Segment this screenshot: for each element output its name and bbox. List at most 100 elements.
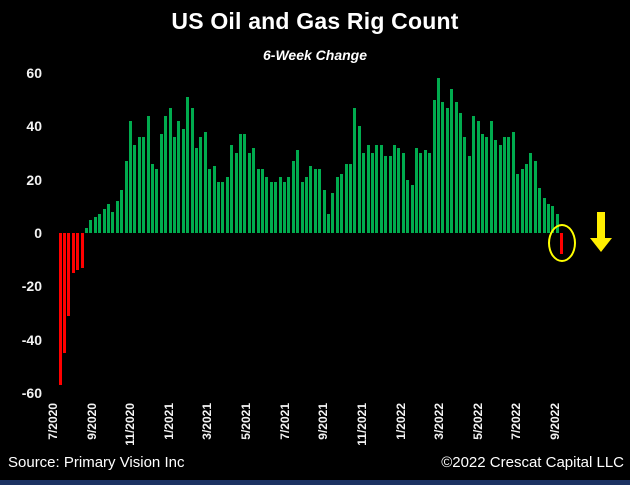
bar-positive	[225, 177, 229, 233]
bar-negative	[62, 233, 66, 353]
bar-positive	[379, 145, 383, 233]
down-arrow-head	[590, 238, 612, 252]
bar-positive	[89, 219, 93, 233]
bar-positive	[326, 214, 330, 233]
bar-positive	[102, 209, 106, 233]
bar-positive	[502, 137, 506, 233]
bar-positive	[124, 161, 128, 233]
bar-positive	[128, 121, 132, 233]
bar-positive	[243, 134, 247, 233]
bar-positive	[388, 155, 392, 233]
bar-positive	[278, 177, 282, 233]
bar-positive	[546, 203, 550, 233]
down-arrow-icon	[590, 212, 612, 252]
y-axis-tick-label: -60	[21, 384, 42, 401]
chart-subtitle: 6-Week Change	[263, 47, 367, 63]
bar-positive	[375, 145, 379, 233]
x-axis-tick-label: 7/2021	[277, 403, 292, 440]
bar-positive	[340, 174, 344, 233]
bar-positive	[216, 182, 220, 233]
bar-negative	[71, 233, 75, 273]
bar-positive	[397, 147, 401, 233]
bar-positive	[357, 126, 361, 233]
bar-positive	[300, 182, 304, 233]
bar-positive	[274, 182, 278, 233]
bar-positive	[318, 169, 322, 233]
bar-positive	[291, 161, 295, 233]
bar-positive	[177, 121, 181, 233]
bar-positive	[238, 134, 242, 233]
x-axis-tick-label: 1/2022	[393, 403, 408, 440]
bar-positive	[181, 129, 185, 233]
bar-positive	[480, 134, 484, 233]
bottom-accent-strip	[0, 480, 630, 485]
bar-positive	[555, 214, 559, 233]
bar-positive	[414, 147, 418, 233]
bar-positive	[155, 169, 159, 233]
x-axis-tick-label: 11/2021	[354, 403, 369, 446]
bar-positive	[115, 201, 119, 233]
bar-positive	[450, 89, 454, 233]
bar-positive	[287, 177, 291, 233]
bar-positive	[384, 155, 388, 233]
x-axis-tick-label: 5/2022	[470, 403, 485, 440]
bar-negative	[58, 233, 62, 385]
x-axis-tick-label: 7/2020	[46, 403, 60, 440]
bar-positive	[353, 107, 357, 233]
bar-positive	[120, 190, 124, 233]
bar-positive	[428, 153, 432, 233]
bar-positive	[194, 147, 198, 233]
x-axis-tick-label: 9/2021	[316, 403, 331, 440]
bar-positive	[331, 193, 335, 233]
bar-positive	[159, 134, 163, 233]
bar-positive	[348, 163, 352, 233]
bar-positive	[168, 107, 172, 233]
bar-positive	[252, 147, 256, 233]
bar-positive	[142, 137, 146, 233]
bar-positive	[472, 115, 476, 233]
bar-negative	[80, 233, 84, 268]
bar-positive	[489, 121, 493, 233]
bar-positive	[344, 163, 348, 233]
bar-positive	[463, 137, 467, 233]
bar-positive	[423, 150, 427, 233]
bar-positive	[392, 145, 396, 233]
copyright-credit: ©2022 Crescat Capital LLC	[441, 454, 624, 471]
x-axis-tick-label: 9/2022	[548, 403, 563, 440]
bar-positive	[366, 145, 370, 233]
x-axis-tick-label: 7/2022	[509, 403, 524, 440]
chart-title: US Oil and Gas Rig Count	[171, 8, 459, 34]
bar-positive	[234, 153, 238, 233]
bar-positive	[212, 166, 216, 233]
bar-positive	[520, 169, 524, 233]
y-axis-tick-label: 0	[34, 225, 42, 241]
bar-positive	[454, 102, 458, 233]
bar-positive	[309, 166, 313, 233]
bar-positive	[524, 163, 528, 233]
bar-positive	[150, 163, 154, 233]
x-axis-tick-label: 11/2020	[123, 403, 138, 446]
source-credit: Source: Primary Vision Inc	[8, 454, 185, 471]
bar-positive	[208, 169, 212, 233]
bar-positive	[203, 131, 207, 233]
y-axis-tick-label: -20	[21, 278, 42, 295]
bar-positive	[335, 177, 339, 233]
bar-positive	[106, 203, 110, 233]
x-axis-tick-label: 9/2020	[84, 403, 99, 440]
bar-positive	[410, 185, 414, 233]
x-axis-tick-label: 3/2021	[200, 403, 215, 440]
bar-positive	[432, 99, 436, 233]
bar-positive	[93, 217, 97, 233]
bar-positive	[190, 107, 194, 233]
bar-positive	[146, 115, 150, 233]
bar-positive	[370, 153, 374, 233]
bar-positive	[494, 139, 498, 233]
bar-positive	[230, 145, 234, 233]
x-axis-tick-label: 3/2022	[432, 403, 447, 440]
bar-negative	[67, 233, 71, 316]
bar-positive	[98, 214, 102, 233]
bar-positive	[221, 182, 225, 233]
bar-positive	[436, 78, 440, 233]
bar-positive	[516, 174, 520, 233]
